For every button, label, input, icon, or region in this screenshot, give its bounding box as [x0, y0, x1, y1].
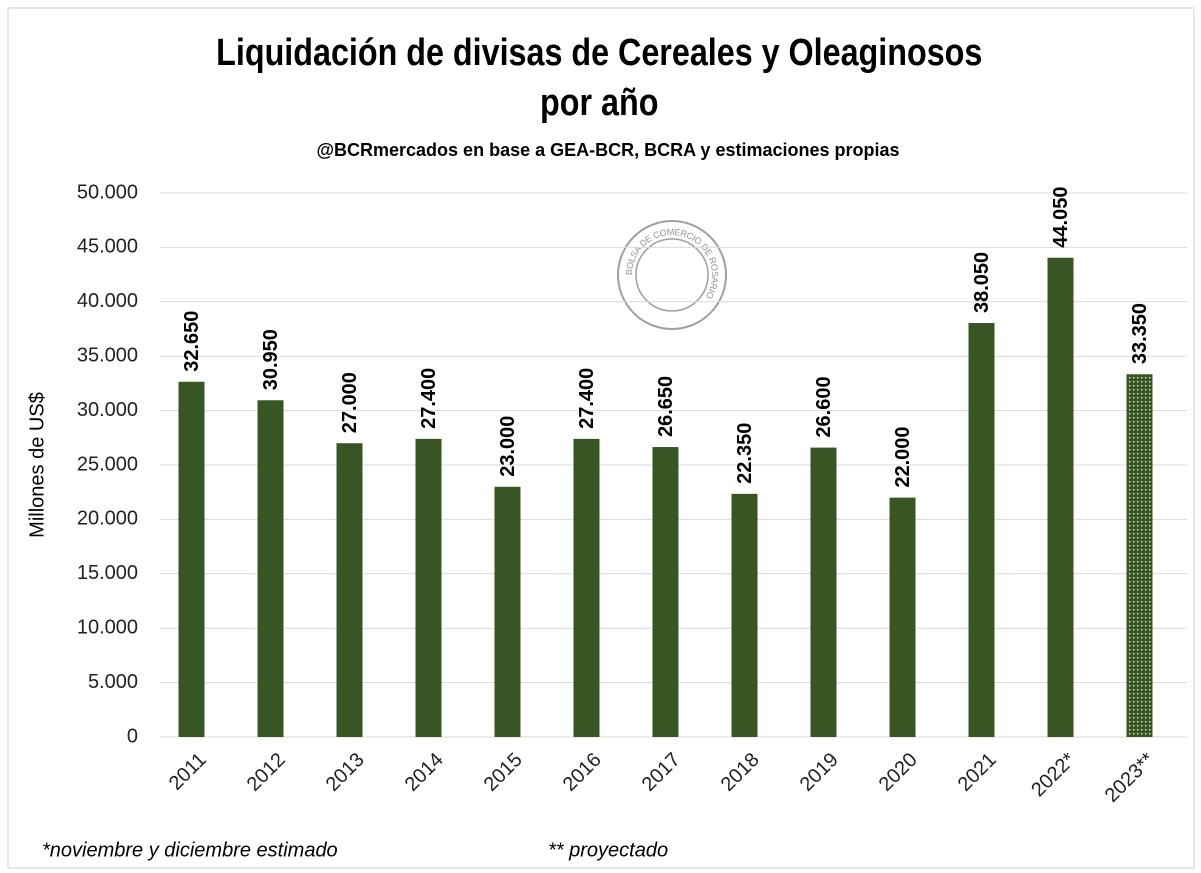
x-tick-label: 2023** [1101, 749, 1159, 807]
x-tick-label: 2018 [717, 749, 764, 796]
chart-subtitle: @BCRmercados en base a GEA-BCR, BCRA y e… [316, 140, 899, 160]
value-label: 33.350 [1129, 303, 1151, 364]
y-tick-label: 0 [127, 725, 138, 747]
x-tick-label: 2019 [796, 749, 843, 796]
x-tick-label: 2011 [165, 749, 211, 795]
chart-title: Liquidación de divisas de Cereales y Ole… [216, 32, 982, 74]
x-tick-label: 2017 [638, 749, 685, 796]
value-label: 32.650 [181, 311, 203, 372]
x-tick-label: 2020 [875, 749, 922, 796]
value-label: 27.400 [418, 368, 440, 429]
y-tick-label: 40.000 [77, 290, 138, 312]
y-tick-label: 5.000 [88, 671, 138, 693]
bar [494, 486, 521, 737]
bar [1047, 257, 1074, 737]
bar [652, 447, 679, 737]
y-tick-label: 25.000 [77, 453, 138, 475]
y-tick-label: 30.000 [77, 399, 138, 421]
logo-ring [617, 220, 727, 330]
y-tick-label: 45.000 [77, 236, 138, 258]
bar [178, 381, 205, 737]
value-label: 30.950 [260, 329, 282, 390]
y-tick-label: 50.000 [77, 181, 138, 203]
value-label: 27.000 [339, 372, 361, 433]
bar [257, 400, 284, 737]
value-label: 22.350 [734, 423, 756, 484]
bar [731, 493, 758, 737]
frame [7, 7, 1195, 869]
bar [573, 438, 600, 737]
x-tick-label: 2012 [243, 749, 290, 796]
value-label: 26.650 [655, 376, 677, 437]
footnote: *noviembre y diciembre estimado [42, 839, 338, 861]
bar [415, 438, 442, 737]
bar [889, 497, 916, 737]
y-tick-label: 10.000 [77, 616, 138, 638]
value-label: 23.000 [497, 416, 519, 477]
value-label: 26.600 [813, 376, 835, 437]
bar [1126, 374, 1153, 737]
y-tick-label: 35.000 [77, 344, 138, 366]
y-tick-label: 15.000 [77, 562, 138, 584]
bar [810, 447, 837, 737]
footnote: ** proyectado [548, 839, 668, 861]
value-label: 44.050 [1050, 187, 1072, 248]
y-tick-label: 20.000 [77, 508, 138, 530]
logo: BOLSA DE COMERCIO DE ROSARIO [617, 220, 727, 330]
x-tick-label: 2022* [1027, 749, 1080, 802]
x-tick-label: 2016 [559, 749, 606, 796]
x-tick-label: 2015 [480, 749, 527, 796]
value-label: 27.400 [576, 368, 598, 429]
value-label: 22.000 [892, 426, 914, 487]
value-label: 38.050 [971, 252, 993, 313]
chart-title: por año [540, 82, 658, 124]
bar [968, 323, 995, 737]
x-tick-label: 2013 [322, 749, 369, 796]
x-tick-label: 2014 [401, 749, 448, 796]
y-axis-label: Millones de US$ [26, 392, 48, 538]
bar [336, 443, 363, 737]
logo-ring [635, 238, 709, 312]
x-tick-label: 2021 [954, 749, 1001, 796]
